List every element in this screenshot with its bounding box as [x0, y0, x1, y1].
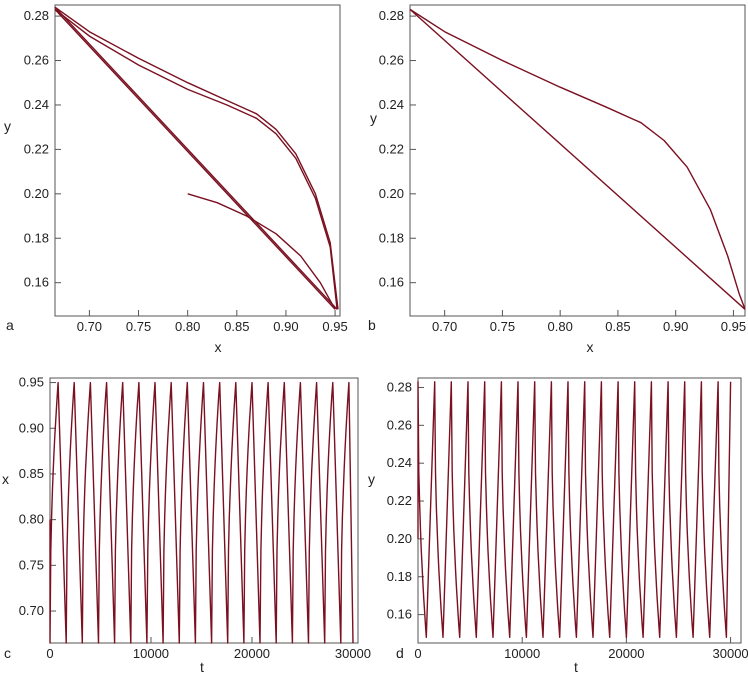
series-line-4 — [54, 6, 338, 310]
panel-d: 0 10000 20000 30000 0.16 0.18 0.20 0.22 0.24 0.26… — [368, 377, 748, 675]
y-tick-label: 0.26 — [379, 53, 404, 68]
x-axis-label: x — [587, 339, 594, 355]
series-line-1 — [417, 381, 732, 638]
y-tick-label: 0.90 — [19, 420, 44, 435]
plot-frame — [49, 377, 359, 644]
y-tick-label: 0.95 — [19, 375, 44, 390]
y-tick-label: 0.18 — [379, 230, 404, 245]
x-tick-label: 0.80 — [175, 319, 200, 334]
y-tick-label: 0.75 — [19, 557, 44, 572]
x-axis-label: t — [200, 659, 204, 675]
y-tick-label: 0.18 — [387, 569, 412, 584]
y-tick-label: 0.16 — [387, 607, 412, 622]
y-tick-label: 0.28 — [379, 8, 404, 23]
y-tick-label: 0.18 — [24, 230, 49, 245]
y-tick-label: 0.80 — [19, 512, 44, 527]
x-axis-label: t — [574, 659, 578, 675]
y-tick-label: 0.28 — [24, 8, 49, 23]
x-axis-label: x — [215, 339, 222, 355]
x-tick-label: 0.90 — [273, 319, 298, 334]
y-tick-label: 0.20 — [387, 531, 412, 546]
x-tick-label: 20000 — [234, 646, 270, 661]
series-line-2 — [54, 8, 336, 310]
y-axis-label: y — [4, 118, 11, 134]
x-tick-label: 0.75 — [126, 319, 151, 334]
x-tick-label: 0.70 — [77, 319, 102, 334]
x-tick-label: 0.80 — [548, 319, 573, 334]
y-tick-label: 0.85 — [19, 466, 44, 481]
x-tick-label: 30000 — [713, 646, 748, 661]
panel-a: 0.70 0.75 0.80 0.85 0.90 0.95 0.16 0.18 0.20 0.22… — [4, 4, 348, 355]
plot-frame — [409, 4, 746, 317]
series-line-5 — [54, 6, 339, 310]
x-tick-label: 30000 — [335, 646, 371, 661]
x-tick-label: 0.85 — [605, 319, 630, 334]
series-line-1 — [49, 381, 354, 644]
panel-letter: d — [396, 645, 404, 661]
x-tick-label: 10000 — [504, 646, 540, 661]
y-tick-label: 0.20 — [379, 186, 404, 201]
series-line-2 — [409, 8, 746, 310]
x-tick-label: 0 — [414, 646, 421, 661]
x-tick-label: 0.70 — [432, 319, 457, 334]
y-tick-label: 0.70 — [19, 603, 44, 618]
y-tick-label: 0.26 — [24, 53, 49, 68]
y-axis-label: y — [368, 471, 375, 487]
y-tick-label: 0.20 — [24, 186, 49, 201]
series-line-1 — [187, 193, 336, 310]
x-tick-label: 0.95 — [721, 319, 746, 334]
x-tick-label: 0.90 — [663, 319, 688, 334]
panel-letter: b — [368, 317, 376, 333]
y-tick-label: 0.24 — [387, 455, 412, 470]
panel-letter: a — [6, 317, 14, 333]
x-tick-label: 10000 — [133, 646, 169, 661]
y-tick-label: 0.28 — [387, 379, 412, 394]
x-tick-label: 0.95 — [322, 319, 347, 334]
x-tick-label: 20000 — [608, 646, 644, 661]
y-axis-label: y — [370, 110, 377, 126]
y-tick-label: 0.16 — [24, 275, 49, 290]
y-tick-label: 0.24 — [379, 97, 404, 112]
y-tick-label: 0.22 — [379, 141, 404, 156]
y-axis-label: x — [2, 471, 9, 487]
plot-frame — [54, 4, 341, 317]
panel-letter: c — [4, 645, 11, 661]
panel-c: 0 10000 20000 30000 0.70 0.75 0.80 0.85 0.90 0.95… — [2, 375, 371, 675]
y-tick-label: 0.16 — [379, 275, 404, 290]
y-tick-label: 0.22 — [24, 141, 49, 156]
x-tick-label: 0.75 — [490, 319, 515, 334]
x-tick-label: 0.85 — [224, 319, 249, 334]
y-tick-label: 0.26 — [387, 417, 412, 432]
series-line-1 — [409, 8, 746, 310]
panel-b: 0.70 0.75 0.80 0.85 0.90 0.95 0.16 0.18 0.20 0.22… — [368, 4, 746, 355]
y-tick-label: 0.24 — [24, 97, 49, 112]
series-line-3 — [54, 8, 338, 310]
x-tick-label: 0 — [46, 646, 53, 661]
y-tick-label: 0.22 — [387, 493, 412, 508]
